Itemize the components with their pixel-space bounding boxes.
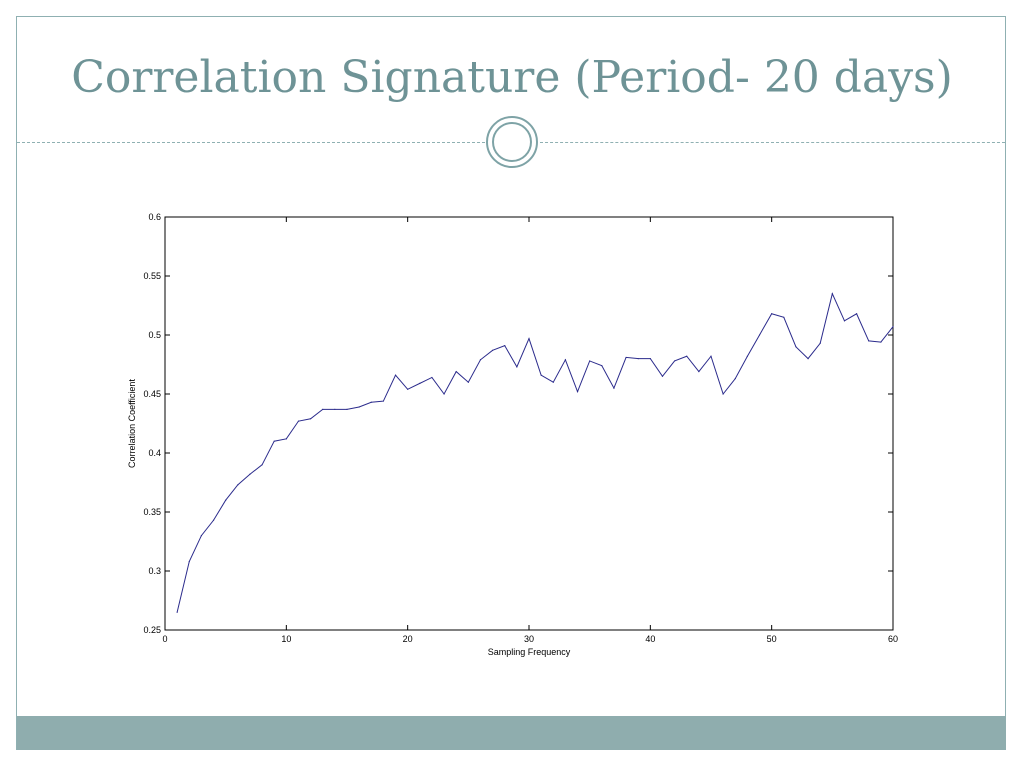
data-point [649, 358, 651, 360]
footer-bar [17, 716, 1006, 750]
data-point [225, 499, 227, 501]
data-point [479, 359, 482, 361]
data-point [237, 484, 239, 486]
x-axis-label: Sampling Frequency [488, 647, 571, 657]
y-tick-label: 0.5 [148, 330, 161, 340]
data-point [661, 375, 664, 377]
data-point [807, 358, 809, 360]
title-divider-right [540, 142, 1005, 143]
data-point [601, 365, 603, 367]
data-point [394, 374, 397, 376]
data-point [310, 418, 312, 420]
data-point [625, 356, 627, 359]
data-point [528, 337, 530, 340]
y-axis-label: Correlation Coefficient [127, 379, 137, 468]
data-point [346, 408, 348, 410]
plot-area [164, 216, 894, 631]
data-point [710, 355, 712, 357]
x-tick-label: 0 [162, 634, 167, 644]
data-point [856, 313, 858, 315]
data-point [176, 611, 178, 613]
data-point [674, 360, 676, 362]
y-tick-label: 0.45 [143, 389, 161, 399]
series-line [176, 292, 894, 613]
y-tick-label: 0.3 [148, 566, 161, 576]
axis-ticks: 0 10 20 30 40 50 60 0.25 0.3 0.35 0.4 0.45 0.5 0.55 0.… [143, 212, 898, 644]
ring-ornament-icon [486, 116, 538, 168]
data-point [589, 360, 591, 362]
data-point [273, 440, 275, 442]
data-point [358, 406, 360, 408]
data-point [370, 401, 372, 403]
data-point [795, 346, 797, 348]
y-tick-label: 0.55 [143, 271, 161, 281]
data-point [188, 560, 190, 563]
data-point [516, 366, 518, 368]
x-tick-label: 40 [645, 634, 655, 644]
slide-title: Correlation Signature (Period- 20 days) [71, 52, 953, 103]
data-point [285, 438, 287, 440]
y-tick-label: 0.25 [143, 625, 161, 635]
data-point [880, 341, 882, 343]
data-point [200, 535, 202, 537]
data-point [540, 374, 542, 376]
data-point [564, 359, 566, 361]
x-tick-label: 30 [524, 634, 534, 644]
data-point [783, 316, 785, 318]
data-point [297, 420, 300, 422]
data-point [212, 519, 215, 521]
data-point [892, 326, 894, 328]
data-point [467, 381, 469, 383]
data-point [746, 355, 749, 357]
title-divider-left [17, 142, 485, 143]
data-point [504, 345, 506, 347]
x-tick-label: 20 [403, 634, 413, 644]
data-point [868, 340, 870, 342]
y-tick-label: 0.35 [143, 507, 161, 517]
data-point [261, 464, 263, 466]
data-point [249, 473, 251, 475]
x-tick-label: 60 [888, 634, 898, 644]
data-point [419, 382, 421, 384]
series-points [176, 293, 894, 613]
data-point [322, 408, 324, 410]
data-point [576, 391, 579, 393]
x-tick-label: 10 [281, 634, 291, 644]
data-point [492, 349, 494, 351]
data-point [698, 370, 700, 373]
data-point [552, 381, 554, 383]
data-point [686, 355, 688, 357]
data-point [334, 408, 336, 410]
data-point [613, 387, 615, 389]
x-tick-label: 50 [767, 634, 777, 644]
y-tick-label: 0.4 [148, 448, 161, 458]
data-point [637, 358, 639, 360]
data-point [831, 293, 833, 295]
data-point [734, 378, 736, 380]
data-point [431, 376, 433, 379]
data-point [722, 393, 724, 395]
data-point [819, 342, 821, 344]
ring-ornament-inner [492, 122, 532, 162]
y-tick-label: 0.6 [148, 212, 161, 222]
data-point [758, 334, 761, 336]
data-point [455, 370, 457, 373]
data-point [443, 393, 445, 395]
data-point [771, 313, 773, 315]
data-point [382, 400, 384, 402]
data-point [407, 388, 409, 390]
data-point [843, 320, 846, 322]
correlation-line-chart: 0 10 20 30 40 50 60 0.25 0.3 0.35 0.4 0.45 0.5 0.55 0.… [127, 212, 898, 657]
